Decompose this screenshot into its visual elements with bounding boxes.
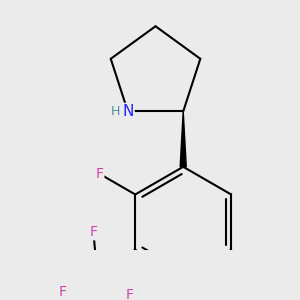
Text: F: F bbox=[95, 167, 103, 181]
Text: F: F bbox=[126, 288, 134, 300]
Text: H: H bbox=[111, 105, 120, 118]
Text: F: F bbox=[89, 225, 98, 239]
Text: F: F bbox=[58, 285, 66, 299]
Text: N: N bbox=[122, 104, 134, 119]
Polygon shape bbox=[180, 111, 186, 167]
